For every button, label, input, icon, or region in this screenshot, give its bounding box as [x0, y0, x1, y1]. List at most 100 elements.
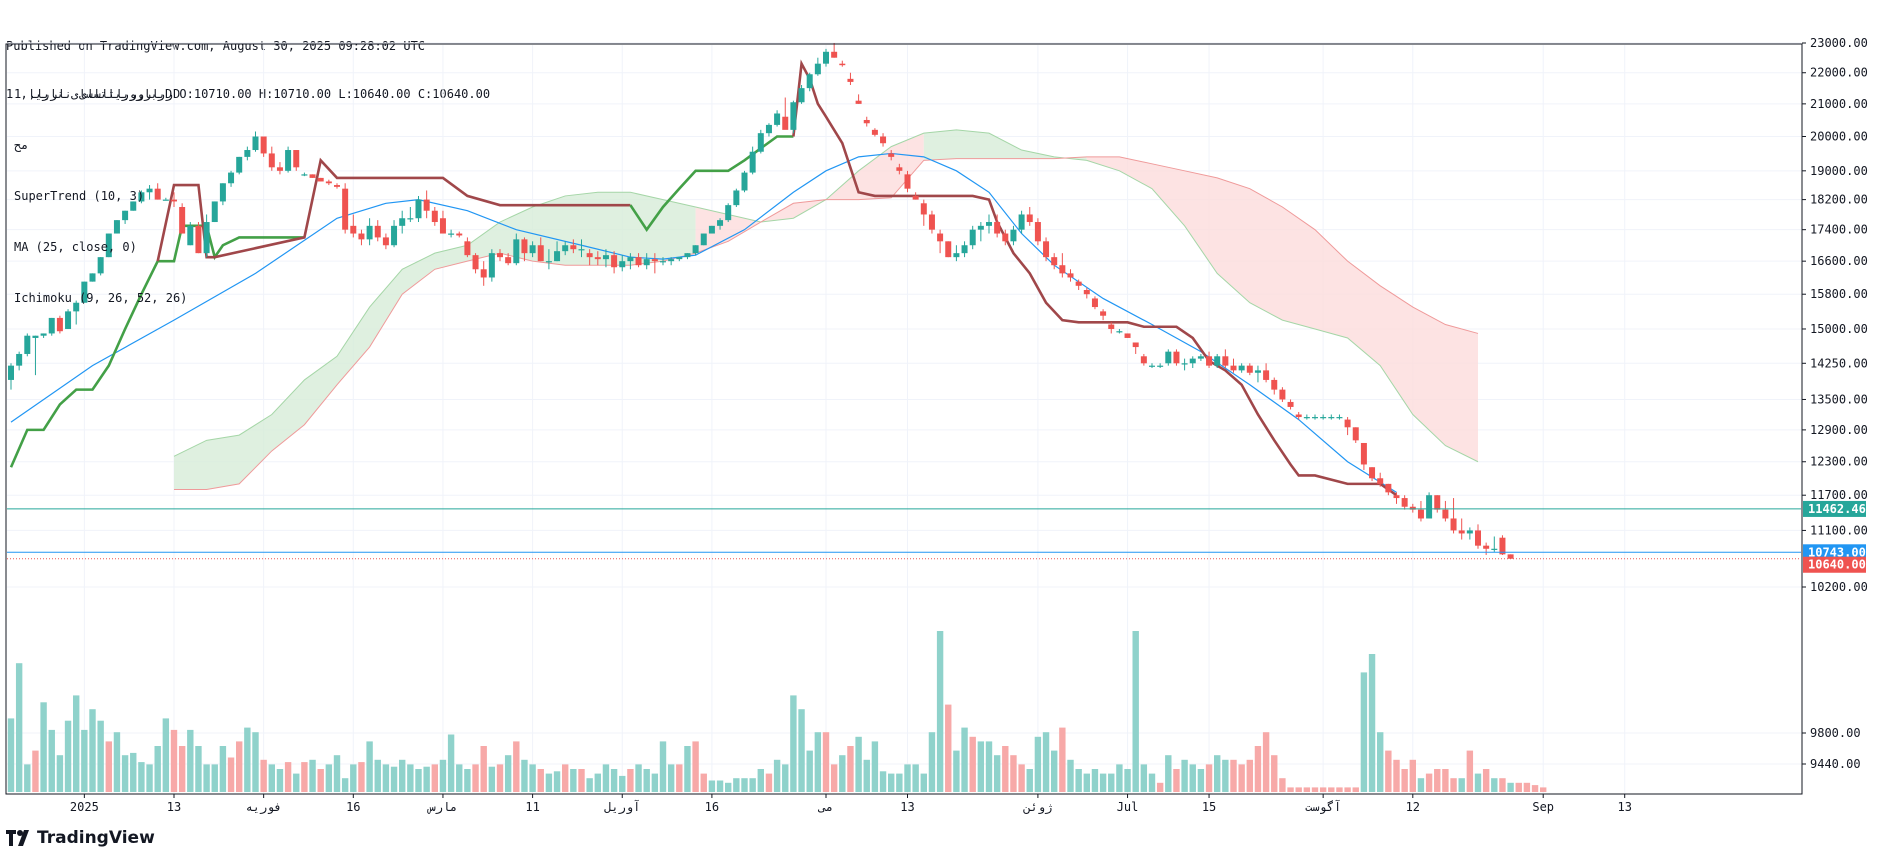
volume-bar [1165, 755, 1172, 792]
tradingview-brand[interactable]: TradingView [6, 828, 155, 848]
volume-bar [1222, 759, 1229, 792]
volume-bar [496, 764, 504, 792]
volume-bar [1458, 778, 1465, 792]
volume-bar [1303, 787, 1311, 792]
price-tick-label: 12900.00 [1810, 423, 1868, 437]
time-tick-label: 13 [1617, 800, 1631, 814]
volume-bar [113, 732, 121, 792]
candle-body [749, 151, 756, 173]
candle-body [1417, 509, 1424, 519]
time-tick-label: 16 [705, 800, 719, 814]
candle-body [154, 188, 161, 200]
price-tick-label: 17400.00 [1810, 223, 1868, 237]
volume-bar [936, 631, 944, 792]
legend-ichimoku[interactable]: Ichimoku (9, 26, 52, 26) [14, 291, 188, 305]
price-tick-label: 13500.00 [1810, 392, 1868, 406]
candle-body [1507, 554, 1514, 559]
candle-body [1466, 530, 1473, 534]
time-tick-label: می [818, 800, 833, 814]
candle-body [317, 177, 324, 182]
time-tick-label: 13 [167, 800, 181, 814]
candle-body [24, 335, 31, 354]
volume-bar [1450, 778, 1457, 792]
candle-body [977, 225, 984, 230]
candlesticks [8, 43, 1514, 559]
candle-body [1026, 214, 1033, 223]
candle-body [1344, 419, 1351, 428]
volume-bar [56, 755, 64, 792]
candle-body [1002, 233, 1009, 242]
candle-body [1246, 365, 1253, 373]
candle-body [1010, 229, 1017, 242]
candle-body [570, 245, 577, 250]
volume-bar [879, 771, 887, 792]
candle-body [1091, 298, 1098, 308]
volume-bar [276, 769, 284, 792]
candle-body [545, 261, 552, 263]
volume-bar [920, 773, 927, 792]
volume-bar [284, 762, 292, 792]
legend-supertrend[interactable]: SuperTrend (10, 3) [14, 189, 145, 203]
volume-bar [1319, 787, 1327, 792]
horizontal-lines[interactable] [7, 508, 1801, 560]
candle-body [1320, 417, 1327, 419]
candle-body [717, 220, 724, 226]
volume-bar [847, 746, 854, 792]
volume-bar [725, 782, 732, 792]
candle-body [1075, 281, 1082, 286]
candle-body [113, 220, 120, 234]
candle-body [1352, 427, 1359, 441]
candle-body [448, 233, 455, 235]
price-tick-label: 9440.00 [1810, 757, 1861, 771]
volume-bar [439, 759, 447, 792]
volume-bar [1059, 727, 1066, 792]
candle-body [1238, 365, 1245, 371]
legend-exchange: مح [14, 138, 29, 152]
price-tick-label: 14250.00 [1810, 356, 1868, 370]
candle-body [643, 259, 650, 266]
volume-bar [741, 778, 748, 792]
candle-body [16, 353, 23, 366]
volume-bar [1238, 764, 1245, 792]
volume-bar [945, 704, 952, 792]
volume-bar [1189, 764, 1196, 792]
time-tick-label: Jul [1117, 800, 1139, 814]
volume-bar [154, 746, 161, 792]
time-axis[interactable]: 2025 13 فوریه 16 مارس 11 آوریل 16 می 13 ژوئن Jul 15 آ… [70, 794, 1632, 815]
volume-bar [586, 778, 593, 792]
candle-body [1409, 506, 1416, 510]
volume-bar [366, 741, 373, 792]
price-axis[interactable]: 23000.00 22000.00 21000.00 20000.00 19000.00… [1802, 36, 1868, 771]
volume-bar [806, 750, 813, 792]
legend-ma[interactable]: MA (25, close, 0) [14, 240, 137, 254]
volume-bar [985, 741, 993, 792]
cloud-region [174, 192, 696, 490]
candle-body [986, 222, 992, 226]
volume-bar [1287, 787, 1294, 792]
volume-bar [390, 766, 398, 792]
volume-bar [1148, 773, 1156, 792]
candle-body [122, 210, 129, 221]
price-label-box [1803, 556, 1866, 573]
volume-bar [382, 764, 390, 792]
price-tick-label: 21000.00 [1810, 97, 1868, 111]
candle-body [1401, 498, 1408, 507]
candle-body [708, 225, 715, 234]
volume-bar [562, 764, 569, 792]
candle-body [456, 233, 463, 236]
volume-bar [545, 773, 553, 792]
volume-bar [1181, 759, 1188, 792]
volume-bar [178, 746, 186, 792]
volume-bar [105, 741, 112, 792]
candle-body [1157, 365, 1164, 367]
price-tick-label: 9800.00 [1810, 726, 1861, 740]
candle-body [171, 199, 177, 202]
volume-bar [407, 764, 414, 792]
volume-bar [659, 741, 667, 792]
volume-bar [977, 741, 985, 792]
candle-body [162, 199, 169, 201]
volume-bar [236, 741, 243, 792]
volume-bar [773, 759, 781, 792]
